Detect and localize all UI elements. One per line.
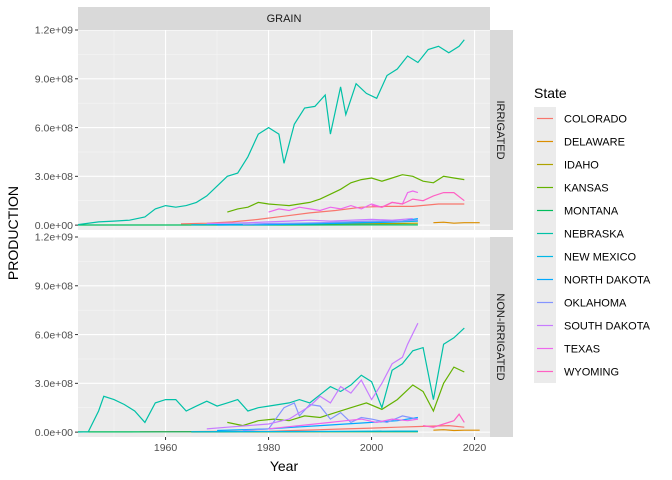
line-colorado-irrigated	[180, 203, 465, 225]
line-south-dakota-irrigated	[206, 218, 413, 225]
legend-item: TEXAS	[534, 337, 600, 360]
legend-label: NEBRASKA	[564, 229, 625, 241]
line-oklahoma-irrigated	[242, 219, 418, 225]
legend-label: TEXAS	[564, 344, 600, 356]
x-tick-label: 2020	[463, 442, 487, 454]
legend-label: DELAWARE	[564, 137, 625, 149]
legend-label: IDAHO	[564, 160, 599, 172]
panel-background	[78, 237, 490, 437]
x-tick-label: 1980	[257, 442, 281, 454]
y-tick-label: 1.2e+09	[35, 25, 73, 37]
row-strip-background-non-irrigated	[490, 237, 513, 437]
legend-item: WYOMING	[534, 360, 619, 383]
line-nebraska-non-irrigated	[78, 327, 465, 433]
legend-item: SOUTH DAKOTA	[534, 314, 651, 337]
row-strip-label-irrigated: IRRIGATED	[494, 100, 506, 159]
column-strip-background	[78, 7, 490, 30]
legend: State COLORADO DELAWARE IDAHO KANSAS MONTANA…	[534, 85, 651, 383]
y-tick-label: 6.0e+08	[35, 122, 73, 134]
legend-item: NEW MEXICO	[534, 245, 637, 268]
legend-label: COLORADO	[564, 114, 627, 126]
x-tick-label: 1960	[154, 442, 178, 454]
line-new-mexico-non-irrigated	[191, 430, 418, 433]
panel-irrigated	[78, 29, 490, 230]
legend-item: DELAWARE	[534, 130, 625, 153]
y-axis-title: PRODUCTION	[5, 186, 21, 280]
line-wyoming-irrigated	[371, 192, 465, 208]
series-lines	[78, 39, 480, 226]
legend-item: MONTANA	[534, 199, 619, 222]
legend-label: NEW MEXICO	[564, 252, 637, 264]
y-tick-label: 3.0e+08	[35, 171, 73, 183]
line-delaware-non-irrigated	[433, 429, 480, 432]
line-texas-non-irrigated	[268, 418, 418, 430]
y-tick-label: 0.0e+00	[35, 220, 73, 232]
line-kansas-non-irrigated	[227, 366, 465, 427]
series-lines	[78, 322, 480, 433]
legend-label: OKLAHOMA	[564, 298, 627, 310]
panels-layer	[78, 29, 490, 437]
line-delaware-irrigated	[433, 221, 480, 224]
legend-item: NEBRASKA	[534, 222, 625, 245]
y-tick-label: 0.0e+00	[35, 427, 73, 439]
row-strip-background-irrigated	[490, 30, 513, 230]
legend-item: OKLAHOMA	[534, 291, 627, 314]
y-tick-label: 9.0e+08	[35, 280, 73, 292]
y-tick-label: 1.2e+09	[35, 232, 73, 244]
y-tick-label: 6.0e+08	[35, 329, 73, 341]
x-tick-label: 2000	[360, 442, 384, 454]
legend-title: State	[534, 85, 567, 101]
line-kansas-irrigated	[227, 174, 465, 213]
legend-label: SOUTH DAKOTA	[564, 321, 651, 333]
panel-background	[78, 30, 490, 230]
legend-item: IDAHO	[534, 153, 599, 176]
panel-non-irrigated	[78, 236, 490, 437]
y-tick-label: 9.0e+08	[35, 73, 73, 85]
line-wyoming-non-irrigated	[423, 413, 465, 428]
legend-label: NORTH DAKOTA	[564, 275, 651, 287]
row-strip-label-non-irrigated: NON-IRRIGATED	[494, 293, 506, 380]
legend-item: KANSAS	[534, 176, 609, 199]
line-texas-irrigated	[268, 190, 419, 213]
axes-layer: 0.0e+003.0e+086.0e+089.0e+081.2e+090.0e+…	[35, 25, 487, 454]
legend-label: KANSAS	[564, 183, 609, 195]
legend-label: WYOMING	[564, 367, 619, 379]
y-tick-label: 3.0e+08	[35, 378, 73, 390]
column-strip-label: GRAIN	[267, 13, 302, 25]
legend-label: MONTANA	[564, 206, 619, 218]
legend-item: NORTH DAKOTA	[534, 268, 651, 291]
line-nebraska-irrigated	[78, 39, 465, 226]
facet-strips: GRAIN IRRIGATED NON-IRRIGATED	[78, 7, 513, 437]
line-south-dakota-non-irrigated	[206, 322, 419, 430]
x-axis-title: Year	[270, 458, 299, 474]
legend-item: COLORADO	[534, 107, 627, 130]
